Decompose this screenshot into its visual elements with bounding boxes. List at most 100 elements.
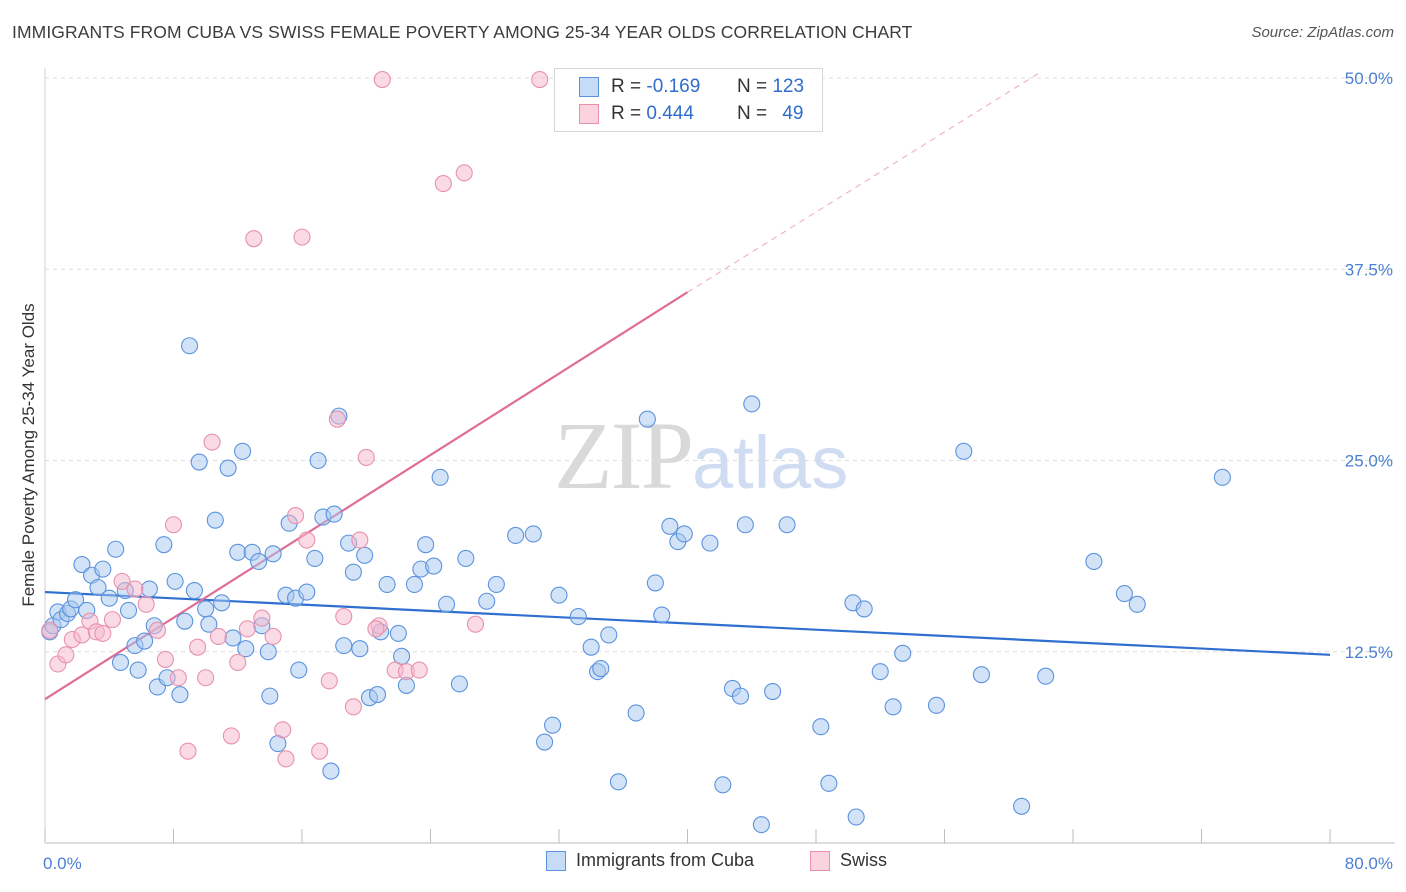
cuba-point (778, 516, 796, 534)
legend-n-value: 123 (772, 76, 805, 97)
swiss-point (357, 448, 375, 466)
legend-n-label: N = (736, 76, 768, 97)
x-tick-label-max: 80.0% (1345, 854, 1393, 873)
cuba-point (66, 591, 85, 609)
cuba-point (627, 704, 645, 722)
swiss-point (287, 507, 305, 525)
cuba-point (425, 557, 443, 575)
cuba-point (955, 442, 973, 460)
cuba-point (107, 540, 125, 558)
swiss-point (293, 228, 311, 246)
swiss-point (253, 609, 271, 627)
swiss-point (203, 433, 221, 451)
cuba-point (197, 600, 215, 618)
swiss-point (41, 621, 59, 639)
swiss-point (351, 531, 369, 549)
legend-r-value: -0.169 (646, 76, 701, 97)
cuba-point (812, 718, 830, 736)
cuba-point (1213, 468, 1231, 486)
swiss-point (94, 624, 112, 642)
cuba-point (431, 468, 449, 486)
cuba-point (213, 594, 231, 612)
cuba-point (1013, 797, 1031, 815)
swiss-point (466, 615, 485, 633)
cuba-point (478, 592, 496, 610)
cuba-point (234, 442, 252, 460)
cuba-point (884, 698, 902, 716)
swiss-point (189, 638, 207, 656)
swiss-point (264, 627, 282, 646)
cuba-point (752, 816, 770, 834)
cuba-point (1085, 552, 1103, 571)
swiss-point (320, 672, 338, 690)
cuba-point (224, 629, 242, 647)
y-tick-label: 37.5% (1345, 260, 1393, 279)
cuba-point (389, 624, 407, 642)
swiss-point (103, 611, 122, 629)
swiss-point (137, 595, 155, 613)
swiss-point (328, 410, 346, 428)
y-axis-label: Female Poverty Among 25-34 Year Olds (19, 303, 38, 606)
swiss-point (335, 608, 353, 626)
cuba-point (638, 410, 656, 428)
cuba-point (487, 575, 505, 593)
cuba-point (600, 626, 618, 644)
legend-row-swiss: R = 0.444 N = 49 (579, 101, 803, 127)
cuba-point (927, 696, 946, 714)
legend-swatch-cuba (546, 850, 566, 871)
cuba-point (119, 601, 138, 619)
cuba-point (166, 572, 184, 590)
legend-item-cuba[interactable]: Immigrants from Cuba (546, 850, 754, 871)
chart-source: Source: ZipAtlas.com (1251, 24, 1394, 41)
cuba-point (393, 647, 411, 665)
cuba-point (200, 615, 218, 633)
cuba-point (129, 661, 147, 679)
chart-title: IMMIGRANTS FROM CUBA VS SWISS FEMALE POV… (12, 22, 913, 42)
correlation-legend: R = -0.169 N = 123 R = 0.444 N = 49 (554, 68, 823, 132)
legend-item-swiss[interactable]: Swiss (810, 850, 887, 871)
cuba-point (185, 581, 203, 600)
cuba-point (569, 608, 587, 626)
swiss-point (373, 70, 391, 89)
cuba-point (261, 687, 279, 705)
cuba-point (229, 543, 247, 561)
swiss-point (298, 531, 316, 549)
swiss-point (126, 580, 144, 598)
cuba-point (507, 526, 525, 545)
swiss-point (169, 669, 187, 687)
cuba-point (368, 686, 387, 704)
watermark-zip: ZIP (554, 402, 694, 509)
legend-swatch-cuba (579, 77, 599, 97)
cuba-point (820, 774, 838, 792)
swiss-trend-extension (687, 71, 1042, 293)
cuba-point (94, 560, 112, 578)
cuba-point (405, 575, 423, 593)
swiss-point (209, 627, 228, 646)
cuba-point (438, 595, 456, 613)
legend-swatch-swiss (579, 104, 599, 124)
cuba-point (1128, 595, 1146, 613)
cuba-point (176, 612, 194, 630)
cuba-point (73, 555, 91, 574)
swiss-point (367, 620, 385, 638)
cuba-point (544, 716, 562, 734)
swiss-point (222, 727, 240, 745)
legend-r-label: R = (611, 76, 642, 97)
legend-swatch-swiss (810, 850, 830, 871)
cuba-point (524, 525, 542, 543)
cuba-point (140, 580, 158, 598)
cuba-point (351, 640, 369, 658)
cuba-point (206, 511, 224, 529)
cuba-point (298, 583, 316, 601)
watermark-atlas: atlas (692, 421, 849, 504)
cuba-point (1115, 585, 1133, 603)
data-points (41, 70, 1231, 834)
cuba-point (237, 640, 255, 658)
swiss-point (164, 516, 183, 534)
cuba-point (155, 536, 173, 554)
cuba-point (344, 563, 362, 581)
cuba-point (250, 552, 268, 571)
cuba-point (653, 606, 671, 624)
cuba-point (1037, 667, 1055, 685)
